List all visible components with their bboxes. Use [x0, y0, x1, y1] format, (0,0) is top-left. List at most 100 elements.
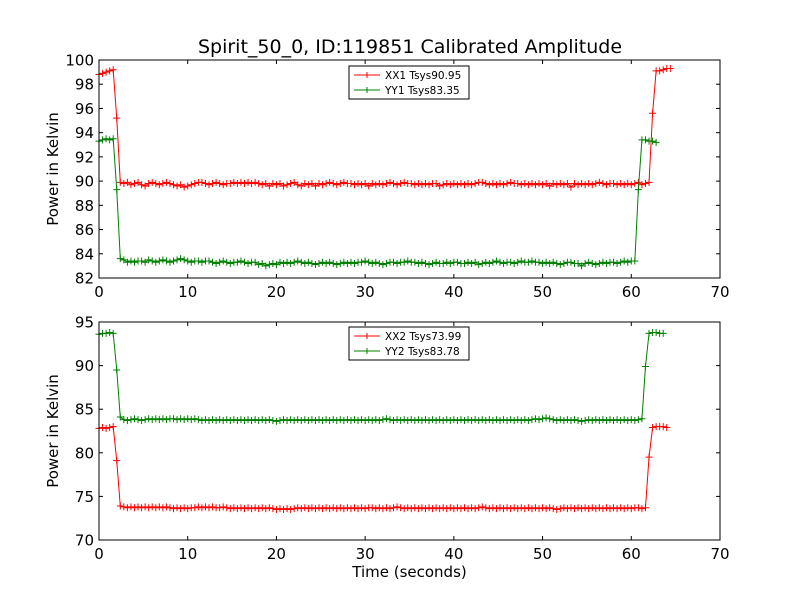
data-point-0-0-91	[418, 181, 426, 189]
data-point-0-0-103	[461, 181, 468, 189]
data-point-1-0-97	[439, 504, 447, 512]
data-point-1-0-113	[496, 504, 504, 512]
y-tick-label-0-94: 94	[75, 124, 94, 142]
data-point-0-1-78	[372, 258, 380, 266]
data-point-0-0-108	[478, 178, 486, 186]
data-point-1-1-70	[343, 416, 351, 424]
data-point-1-0-79	[375, 504, 383, 512]
data-point-0-1-61	[311, 261, 319, 269]
data-point-1-0-84	[393, 503, 401, 511]
data-point-1-0-114	[500, 505, 508, 513]
data-point-1-0-99	[446, 504, 454, 512]
data-point-0-0-24	[180, 183, 188, 191]
data-point-1-1-2	[102, 329, 110, 337]
data-point-1-1-50	[272, 417, 280, 425]
data-point-1-1-12	[138, 417, 146, 425]
data-point-0-0-6	[116, 178, 124, 186]
data-point-1-1-74	[358, 416, 366, 424]
data-point-0-1-135	[574, 259, 582, 267]
x-tick-label-1-40: 40	[444, 545, 463, 563]
data-point-1-1-16	[152, 415, 160, 423]
data-point-0-0-128	[549, 180, 557, 188]
data-point-0-1-41	[240, 258, 248, 266]
data-point-0-1-55	[290, 258, 298, 266]
data-point-1-0-96	[436, 505, 444, 513]
data-point-0-1-113	[496, 258, 504, 266]
data-point-1-0-11	[134, 503, 142, 511]
data-point-1-0-129	[553, 505, 561, 513]
data-point-1-1-46	[258, 416, 266, 424]
data-point-0-1-46	[258, 259, 266, 267]
data-point-1-0-23	[177, 505, 185, 513]
data-point-0-0-17	[155, 181, 163, 189]
y-tick-label-1-80: 80	[75, 444, 94, 462]
data-point-1-0-7	[120, 503, 128, 511]
data-point-1-1-106	[471, 416, 479, 424]
data-point-1-0-125	[539, 504, 547, 512]
data-point-0-0-14	[145, 180, 153, 188]
data-point-1-0-107	[475, 504, 483, 512]
data-point-0-0-22	[173, 182, 181, 190]
data-point-0-1-112	[492, 257, 500, 265]
data-point-0-1-93	[425, 261, 433, 269]
data-point-1-0-147	[617, 504, 625, 512]
data-point-0-1-122	[528, 257, 536, 265]
data-point-0-1-7	[120, 256, 128, 264]
data-point-1-1-151	[631, 417, 639, 425]
data-point-0-0-27	[191, 180, 199, 188]
x-tick-label-1-0: 0	[94, 545, 104, 563]
y-tick-label-0-96: 96	[75, 100, 94, 118]
data-point-1-0-65	[326, 505, 334, 513]
data-point-1-0-72	[351, 504, 358, 512]
data-point-1-1-159	[659, 329, 667, 337]
data-point-1-0-60	[308, 504, 316, 512]
data-point-1-1-136	[578, 417, 586, 425]
data-point-0-1-69	[340, 258, 348, 266]
data-point-1-1-67	[333, 417, 341, 425]
data-point-1-0-36	[223, 504, 231, 512]
data-point-1-1-49	[269, 417, 277, 425]
data-point-0-0-32	[209, 180, 217, 188]
data-point-0-0-23	[177, 181, 185, 189]
data-point-1-0-118	[514, 505, 522, 513]
data-point-0-1-1	[99, 136, 107, 144]
data-point-1-0-156	[649, 424, 657, 432]
data-point-0-0-68	[336, 180, 344, 188]
data-point-0-0-46	[258, 181, 266, 189]
data-point-0-1-16	[152, 258, 160, 266]
data-point-1-1-38	[230, 416, 238, 424]
data-point-0-1-47	[262, 262, 270, 270]
data-point-0-0-57	[297, 182, 305, 190]
data-point-0-0-25	[184, 182, 192, 190]
data-point-1-1-32	[209, 416, 217, 424]
data-point-0-1-29	[198, 258, 206, 266]
data-point-1-1-122	[528, 416, 536, 424]
data-point-0-0-64	[322, 180, 330, 188]
data-point-1-0-57	[297, 505, 305, 513]
data-point-0-0-109	[482, 180, 490, 188]
data-point-1-1-99	[446, 417, 454, 425]
data-point-1-1-36	[223, 416, 231, 424]
data-point-0-0-134	[571, 180, 579, 188]
data-point-0-1-140	[592, 261, 600, 269]
data-point-0-0-101	[453, 181, 461, 189]
data-point-1-0-133	[567, 504, 575, 512]
data-point-1-1-43	[248, 417, 256, 425]
data-point-0-1-54	[287, 259, 295, 267]
data-point-1-0-13	[141, 503, 149, 511]
data-point-1-0-19	[162, 503, 170, 511]
data-point-1-1-54	[287, 416, 295, 424]
data-point-1-0-69	[340, 505, 348, 513]
data-point-0-0-93	[425, 181, 433, 189]
data-point-1-1-52	[280, 416, 288, 424]
data-point-0-0-11	[134, 178, 142, 186]
data-point-1-1-56	[294, 416, 302, 424]
data-point-0-0-61	[311, 182, 319, 190]
data-point-1-1-145	[610, 417, 618, 425]
data-point-1-1-138	[585, 416, 593, 424]
data-point-0-0-136	[578, 180, 586, 188]
data-point-1-1-126	[542, 414, 550, 422]
data-point-1-1-133	[567, 417, 575, 425]
data-point-0-1-12	[138, 257, 146, 265]
data-point-0-1-28	[194, 257, 202, 265]
